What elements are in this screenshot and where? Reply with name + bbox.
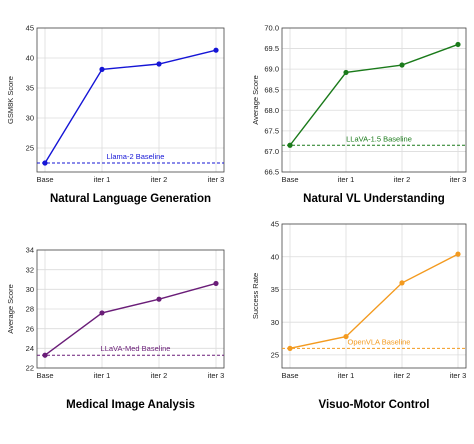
x-tick-label: Base [281,175,298,184]
x-tick-label: iter 3 [450,175,467,184]
data-point [213,47,219,53]
y-tick-label: 66.5 [264,168,279,177]
data-point [213,280,219,287]
data-point [343,69,349,76]
y-tick-label: 35 [271,285,279,294]
y-tick-label: 34 [26,246,34,255]
x-tick-label: Base [36,175,53,184]
y-tick-label: 45 [26,24,34,33]
panel-medical-image-analysis: 22 24 26 28 30 32 34 Base iter 1 iter 2 iter 3 Aver… [6,246,225,411]
y-tick-label: 25 [26,144,34,153]
y-axis-label: Average Score [6,284,15,333]
y-tick-label: 69.5 [264,44,279,53]
x-tick-label: iter 2 [394,175,411,184]
y-tick-label: 68.0 [264,106,279,115]
series-line [44,282,217,356]
data-point [156,296,162,302]
x-tick-label: iter 2 [394,371,411,380]
x-tick-label: iter 3 [208,175,225,184]
y-tick-label: 28 [26,305,34,314]
y-tick-label: 67.0 [264,147,279,156]
data-point [42,352,48,358]
y-axis-label: GSM8K Score [6,76,15,124]
panel-natural-language-generation: 25 30 35 40 45 Base iter 1 iter 2 iter 3 GSM8K Sc… [6,24,225,205]
data-point [287,142,293,148]
plot-frame [281,27,467,173]
panel-title: Visuo-Motor Control [319,399,430,411]
baseline-label: Llama-2 Baseline [107,152,165,161]
plot-frame [36,27,225,173]
baseline-label: OpenVLA Baseline [348,337,411,346]
y-tick-label: 45 [271,220,279,229]
x-tick-label: iter 1 [94,175,111,184]
y-tick-label: 24 [26,344,34,353]
x-tick-label: iter 1 [94,371,111,380]
data-point [399,62,405,68]
panel-title: Medical Image Analysis [66,399,195,411]
x-tick-label: iter 1 [338,175,355,184]
y-tick-label: 40 [26,54,34,63]
data-point [343,333,349,340]
baseline-label: LLaVA-Med Baseline [101,344,171,353]
data-point [399,280,405,286]
y-tick-label: 68.5 [264,85,279,94]
series-line [44,49,217,164]
y-tick-label: 30 [26,114,34,123]
panel-title: Natural Language Generation [50,193,211,205]
y-axis-label: Average Score [251,75,260,124]
y-tick-label: 69.0 [264,65,279,74]
panel-title: Natural VL Understanding [303,193,445,205]
series-line [289,253,459,350]
x-tick-label: Base [36,371,53,380]
panel-visuo-motor-control: 25 30 35 40 45 Base iter 1 iter 2 iter 3 Success … [251,220,467,411]
data-point [99,310,105,316]
y-tick-label: 22 [26,364,34,373]
y-tick-label: 70.0 [264,24,279,33]
x-tick-label: Base [281,371,298,380]
x-tick-label: iter 1 [338,371,355,380]
series-line [289,43,459,146]
plot-frame [36,249,225,369]
panel-natural-vl-understanding: 66.5 67.0 67.5 68.0 68.5 69.0 69.5 70.0 Base iter… [251,24,467,205]
data-point [156,61,162,67]
data-point [99,66,105,72]
y-tick-label: 30 [26,285,34,294]
y-tick-label: 35 [26,84,34,93]
x-tick-label: iter 3 [450,371,467,380]
data-point [455,251,461,257]
baseline-label: LLaVA-1.5 Baseline [346,134,412,143]
y-tick-label: 30 [271,318,279,327]
y-tick-label: 25 [271,351,279,360]
x-tick-label: iter 2 [151,175,168,184]
y-axis-label: Success Rate [251,273,260,319]
y-tick-label: 40 [271,252,279,261]
data-point [42,160,48,166]
data-point [287,345,293,351]
y-tick-label: 26 [26,324,34,333]
data-point [455,41,461,48]
plot-frame [281,223,467,369]
x-tick-label: iter 2 [151,371,168,380]
x-tick-label: iter 3 [208,371,225,380]
y-tick-label: 67.5 [264,126,279,135]
y-tick-label: 32 [26,265,34,274]
